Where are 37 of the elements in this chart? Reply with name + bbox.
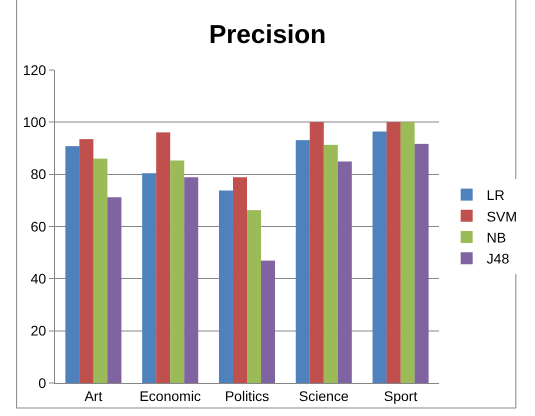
bar [170, 160, 184, 383]
legend-label: NB [486, 229, 506, 246]
y-tick-label: 100 [22, 114, 46, 130]
bar [107, 197, 122, 383]
bar [400, 122, 415, 383]
y-tick-label: 40 [30, 270, 46, 287]
chart-title: Precision [208, 19, 326, 50]
legend-label: LR [486, 187, 505, 204]
y-tick-label: 20 [30, 322, 46, 339]
y-tick-label: 60 [30, 218, 46, 234]
bar [184, 177, 198, 383]
x-tick-label: Art [84, 388, 102, 404]
bar [372, 132, 387, 383]
legend-label: J48 [486, 250, 510, 267]
x-tick-label: Sport [384, 388, 418, 404]
bar [218, 190, 233, 383]
legend-label: SVM [486, 208, 518, 224]
bar [386, 122, 401, 383]
bar [142, 173, 156, 383]
y-tick-label: 80 [30, 166, 46, 182]
y-tick-label: 0 [38, 374, 46, 391]
bar [261, 260, 276, 383]
bar [65, 146, 80, 383]
bar [247, 210, 262, 383]
bar [338, 162, 352, 383]
y-tick-label: 120 [22, 62, 46, 78]
bar [296, 140, 310, 383]
bar [79, 139, 94, 383]
x-tick-label: Science [298, 388, 349, 404]
bar [310, 122, 324, 383]
bar [232, 177, 247, 383]
x-tick-label: Politics [224, 388, 270, 404]
bar [156, 132, 170, 383]
bar [414, 144, 429, 383]
bar [93, 158, 108, 383]
bar [324, 144, 338, 383]
x-tick-label: Economic [139, 388, 201, 404]
